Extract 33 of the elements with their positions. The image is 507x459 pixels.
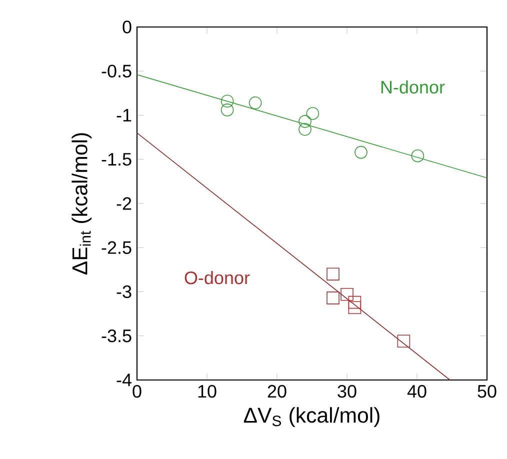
point — [348, 296, 362, 309]
y-tick-label: -2 — [116, 197, 132, 210]
y-tick-label: 0 — [122, 20, 132, 34]
x-tick-label: 30 — [338, 384, 356, 398]
point — [298, 122, 312, 136]
x-tick-label: 50 — [478, 384, 496, 398]
y-tick-label: -2.5 — [102, 241, 132, 254]
point — [298, 115, 312, 128]
y-tick-label: -3.5 — [102, 329, 132, 342]
point — [306, 107, 320, 120]
point — [326, 268, 340, 280]
y-tick-label: -1.5 — [102, 153, 132, 166]
y-tick-label: -4 — [116, 374, 132, 386]
y-tick-label: -1 — [116, 109, 132, 122]
y-tick-label: -3 — [116, 285, 132, 298]
y-tick-label: -0.5 — [102, 64, 132, 78]
point — [340, 288, 354, 301]
point — [326, 292, 340, 304]
point — [397, 334, 410, 348]
x-tick-label: 40 — [407, 384, 426, 398]
x-tick-label: 20 — [268, 384, 286, 398]
point — [220, 94, 234, 108]
text: O-donor — [184, 271, 250, 284]
x-tick-label: 0 — [132, 384, 142, 398]
point — [354, 146, 368, 159]
x-axis-title: ΔV$_{S}$ (kcal/mol) — [244, 407, 380, 427]
text: N-donor — [381, 80, 445, 94]
point — [411, 149, 424, 162]
x-tick-label: 10 — [198, 384, 216, 398]
point — [248, 96, 262, 110]
point — [220, 104, 234, 116]
y-axis-title: ΔE$_{int}$ (kcal/mol) — [72, 133, 92, 275]
point — [348, 301, 362, 314]
